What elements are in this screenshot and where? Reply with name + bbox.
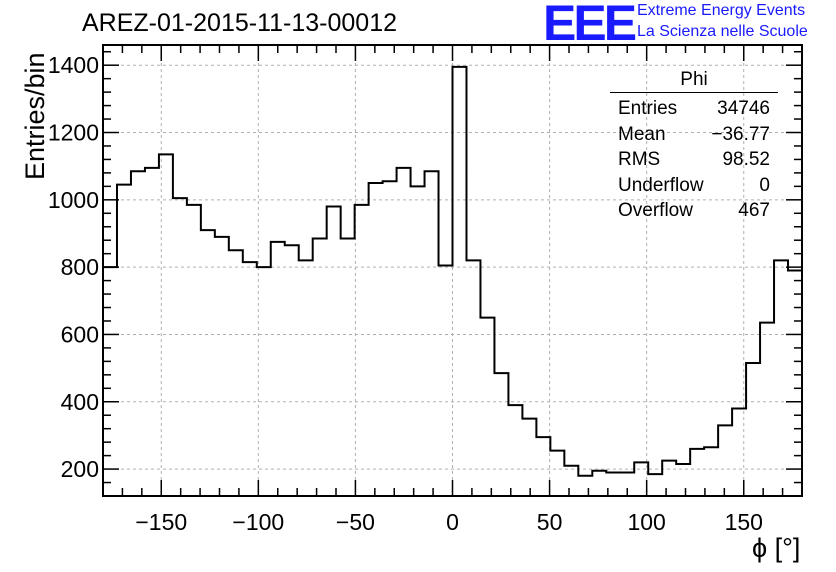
stat-row-underflow: Underflow 0 [610, 173, 778, 199]
y-tick-label: 1200 [48, 120, 99, 146]
stat-value: −36.77 [711, 123, 770, 145]
chart-title: AREZ-01-2015-11-13-00012 [82, 9, 398, 37]
stat-value: 34746 [717, 98, 770, 119]
y-tick-label: 400 [61, 389, 99, 415]
stat-value: 0 [759, 174, 770, 196]
stat-row-rms: RMS 98.52 [610, 147, 778, 173]
x-tick-label: 150 [725, 509, 763, 535]
stat-label: Entries [618, 98, 678, 119]
stat-label: RMS [618, 149, 661, 170]
y-tick-label: 800 [61, 254, 99, 280]
x-tick-label: 50 [537, 509, 563, 535]
y-tick-label: 600 [61, 321, 99, 347]
axis-ticks [102, 45, 803, 497]
y-tick-label: 1000 [48, 187, 99, 213]
stat-label: Underflow [618, 174, 704, 196]
histogram-line [103, 65, 802, 477]
x-tick-label: −100 [232, 509, 284, 535]
x-tick-label: 0 [446, 509, 459, 535]
eee-logo: EEE [543, 0, 637, 51]
stats-box: Phi Entries 34746 Mean −36.77 RMS 98.52 … [610, 70, 778, 224]
stat-value: 467 [738, 200, 770, 221]
stat-label: Overflow [618, 200, 693, 221]
x-tick-label: −150 [135, 509, 187, 535]
stat-label: Mean [618, 123, 666, 145]
x-axis-label: ϕ [°] [752, 533, 801, 563]
brand-line-1: Extreme Energy Events [637, 2, 806, 19]
stat-row-entries: Entries 34746 [610, 96, 778, 122]
y-axis-label: Entries/bin [20, 52, 50, 180]
stat-row-mean: Mean −36.77 [610, 122, 778, 148]
stat-value: 98.52 [722, 149, 770, 170]
stats-title: Phi [610, 70, 778, 93]
x-tick-label: −50 [336, 509, 375, 535]
y-tick-labels: 200 400 600 800 1000 1200 1400 [48, 52, 99, 482]
plot-frame [102, 44, 803, 497]
y-tick-label: 200 [61, 456, 99, 482]
y-tick-label: 1400 [48, 52, 99, 78]
x-tick-label: 100 [627, 509, 665, 535]
brand-line-2: La Scienza nelle Scuole [637, 23, 808, 40]
stat-row-overflow: Overflow 467 [610, 198, 778, 224]
x-tick-labels: −150 −100 −50 0 50 100 150 [135, 509, 763, 535]
